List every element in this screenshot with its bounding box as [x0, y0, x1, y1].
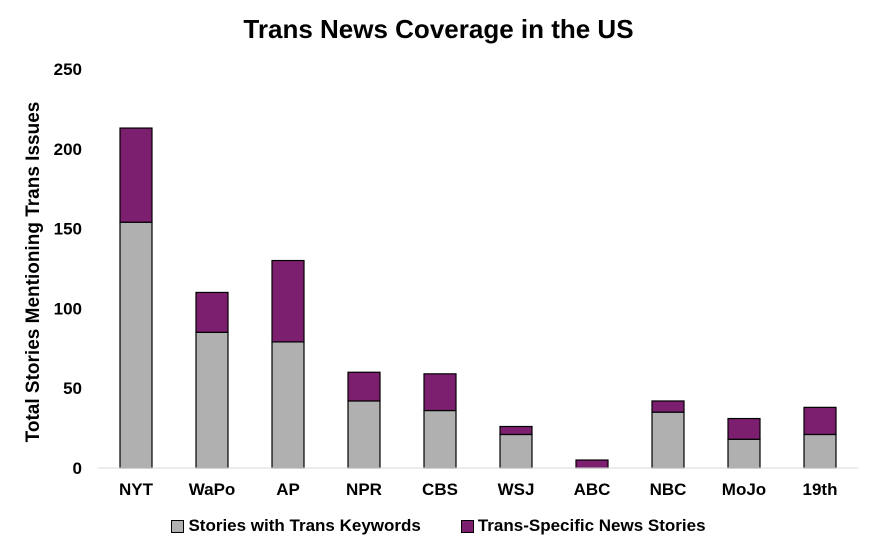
legend-swatch-trans-specific	[460, 519, 474, 533]
y-tick-label: 50	[63, 379, 82, 398]
y-tick-label: 150	[54, 220, 82, 239]
bar-trans-specific	[195, 291, 229, 333]
bar-trans-specific	[651, 400, 685, 413]
x-tick-label: ABC	[574, 480, 611, 499]
bar-keywords	[119, 221, 153, 469]
x-tick-label: CBS	[422, 480, 458, 499]
bar-keywords	[195, 331, 229, 469]
bar-keywords	[423, 409, 457, 469]
x-tick-label: AP	[276, 480, 300, 499]
x-tick-label: NPR	[346, 480, 382, 499]
bar-keywords	[347, 400, 381, 469]
x-tick-label: MoJo	[722, 480, 766, 499]
bar-keywords	[727, 438, 761, 469]
y-tick-label: 0	[73, 459, 82, 478]
bar-trans-specific	[347, 371, 381, 402]
x-tick-label: NYT	[119, 480, 154, 499]
bar-trans-specific	[575, 459, 609, 469]
bar-trans-specific	[499, 425, 533, 436]
bar-keywords	[271, 341, 305, 469]
bar-trans-specific	[423, 373, 457, 412]
x-tick-label: 19th	[803, 480, 838, 499]
legend-swatch-keywords	[171, 519, 185, 533]
x-tick-label: NBC	[650, 480, 687, 499]
bar-trans-specific	[119, 127, 153, 223]
x-tick-label: WSJ	[498, 480, 535, 499]
legend-label-keywords: Stories with Trans Keywords	[188, 516, 421, 535]
bar-keywords	[499, 433, 533, 469]
bar-trans-specific	[803, 406, 837, 436]
bar-keywords	[803, 433, 837, 469]
x-tick-label: WaPo	[189, 480, 236, 499]
chart-title: Trans News Coverage in the US	[243, 14, 634, 44]
bar-trans-specific	[271, 259, 305, 343]
legend-item-keywords: Stories with Trans Keywords	[171, 516, 421, 536]
bar-trans-specific	[727, 417, 761, 440]
legend-item-trans-specific: Trans-Specific News Stories	[460, 516, 706, 536]
legend-label-trans-specific: Trans-Specific News Stories	[477, 516, 706, 535]
y-tick-label: 200	[54, 140, 82, 159]
y-tick-label: 250	[54, 60, 82, 79]
y-tick-label: 100	[54, 299, 82, 318]
legend: Stories with Trans Keywords Trans-Specif…	[0, 516, 877, 536]
bar-keywords	[651, 411, 685, 469]
